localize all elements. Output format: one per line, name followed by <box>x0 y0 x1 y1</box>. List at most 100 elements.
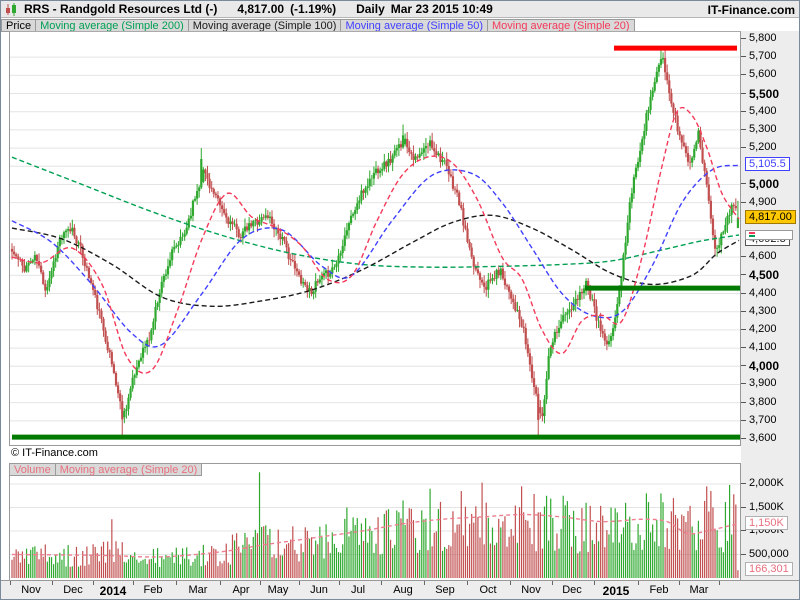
timeframe-label[interactable]: Daily <box>356 2 385 16</box>
tick-mark <box>741 530 746 531</box>
tick-mark <box>741 310 746 312</box>
month-label-dec: Dec <box>562 584 582 596</box>
month-tick <box>424 581 425 585</box>
price-tick-label: 3,900 <box>749 377 777 390</box>
price-tick-label: 4,600 <box>749 250 777 263</box>
price-legend-item-2[interactable]: Moving average (Simple 100) <box>188 19 342 32</box>
volume-ma-line <box>11 513 740 558</box>
tick-mark <box>741 483 746 484</box>
price-tick-label: 4,200 <box>749 322 777 335</box>
month-label-may: May <box>267 584 289 596</box>
price-tick-label: 5,000 <box>749 177 780 192</box>
tick-mark <box>741 419 746 421</box>
volume-chart-plot[interactable] <box>9 463 741 581</box>
ma50-line <box>11 164 740 348</box>
month-label-2015: 2015 <box>602 584 630 598</box>
price-grid <box>10 56 740 440</box>
month-label-mar: Mar <box>188 584 208 596</box>
month-label-aug: Aug <box>393 584 413 596</box>
price-tick-label: 5,300 <box>749 122 777 135</box>
copyright: © IT-Finance.com <box>11 447 98 459</box>
ma100-line <box>11 214 740 308</box>
volume-legend-item-0[interactable]: Volume <box>9 463 56 476</box>
month-tick <box>93 581 94 585</box>
tick-mark <box>741 183 746 185</box>
quote-change: (-1.19%) <box>290 2 337 16</box>
price-tick-label: 5,500 <box>749 86 780 101</box>
price-tick-label: 5,800 <box>749 32 777 44</box>
ma20-ma200-collapsed-box <box>745 229 793 240</box>
month-tick <box>133 581 134 585</box>
price-tick-label: 3,800 <box>749 395 777 408</box>
volume-legend-item-1[interactable]: Moving average (Simple 20) <box>55 463 203 476</box>
month-label-oct: Oct <box>479 584 497 596</box>
quote-price: 4,817.00 <box>237 2 285 16</box>
month-tick <box>380 581 382 585</box>
price-chart-svg[interactable] <box>10 32 740 445</box>
month-label-nov: Nov <box>21 584 41 596</box>
brand-link[interactable]: IT-Finance.com <box>707 3 795 17</box>
volume-bars-group <box>11 472 739 578</box>
month-tick <box>719 581 720 585</box>
tick-mark <box>741 147 746 149</box>
month-label-jun: Jun <box>310 584 328 596</box>
month-tick <box>594 581 595 585</box>
price-tick-label: 4,300 <box>749 304 777 317</box>
tick-mark <box>741 438 746 439</box>
month-tick <box>10 581 11 585</box>
volume-chart-svg[interactable] <box>10 464 740 580</box>
price-tick-label: 4,100 <box>749 341 777 354</box>
volume-last-box: 166,301 <box>745 562 793 577</box>
month-tick <box>175 581 177 585</box>
tick-mark <box>741 328 746 330</box>
tick-mark <box>741 74 746 76</box>
month-tick <box>338 581 340 585</box>
volume-tick-label: 500,000 <box>749 547 789 560</box>
tick-mark <box>741 38 746 39</box>
volume-ma-box: 1,150K <box>745 515 788 530</box>
month-label-nov: Nov <box>521 584 541 596</box>
last-price-box: 4,817.00 <box>745 209 796 224</box>
candlestick-icon <box>5 2 18 16</box>
price-tick-label: 3,600 <box>749 432 777 444</box>
tick-mark <box>741 201 746 203</box>
price-legend-item-3[interactable]: Moving average (Simple 50) <box>341 19 489 32</box>
ma50-value-box: 5,105.5 <box>745 157 790 172</box>
price-tick-label: 4,000 <box>749 359 780 374</box>
ma20-line <box>11 106 740 374</box>
tick-mark <box>741 56 746 58</box>
month-tick <box>298 581 300 585</box>
price-tick-label: 3,700 <box>749 413 777 426</box>
volume-grid <box>10 483 740 555</box>
month-tick <box>466 581 468 585</box>
month-label-jul: Jul <box>350 584 366 596</box>
time-axis[interactable]: Nov Dec 2014 Feb Mar Apr May Jun Jul Aug Sep Oct Nov… <box>1 580 799 599</box>
month-tick <box>637 581 639 585</box>
month-label-dec: Dec <box>63 584 83 596</box>
tick-mark <box>741 292 746 294</box>
tick-mark <box>741 347 746 349</box>
tick-mark <box>741 383 746 385</box>
month-tick <box>679 581 680 585</box>
value-axis[interactable]: 5,800 5,700 5,600 5,500 5,400 5,300 5,200 5,000… <box>741 31 799 599</box>
ma200-line <box>11 156 740 268</box>
tick-mark <box>741 110 746 112</box>
quote-datetime: Mar 23 2015 10:49 <box>390 2 493 16</box>
volume-legend: Volume Moving average (Simple 20) <box>9 463 203 476</box>
price-chart-plot[interactable] <box>9 31 741 446</box>
price-tick-label: 5,400 <box>749 104 777 117</box>
tick-mark <box>741 365 746 367</box>
price-legend-item-4[interactable]: Moving average (Simple 20) <box>488 19 635 32</box>
price-tick-label: 5,700 <box>749 50 777 63</box>
price-legend-item-1[interactable]: Moving average (Simple 200) <box>36 19 189 32</box>
month-label-sep: Sep <box>435 584 455 596</box>
candles-group <box>10 48 740 437</box>
month-tick <box>219 581 221 585</box>
volume-tick-label: 2,000K <box>749 477 784 489</box>
volume-tick-label: 1,500K <box>749 500 784 513</box>
month-tick <box>509 581 511 585</box>
month-tick <box>259 581 261 585</box>
price-tick-label: 5,600 <box>749 68 777 81</box>
price-tick-label: 4,500 <box>749 268 780 283</box>
